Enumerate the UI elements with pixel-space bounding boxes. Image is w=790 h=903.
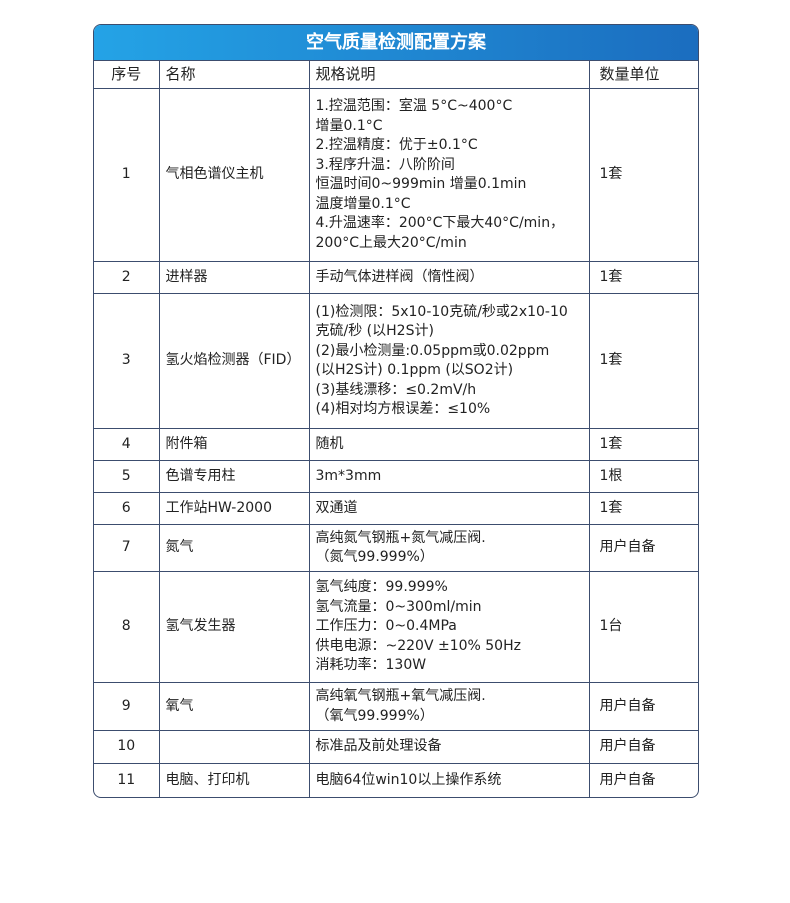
- row-no: 6: [94, 492, 160, 525]
- row-qty: 1套: [588, 293, 698, 429]
- spec-line: 标准品及前处理设备: [315, 738, 442, 755]
- row-spec: 3m*3mm: [308, 460, 590, 493]
- spec-line: 200°C上最大20°C/min: [315, 234, 467, 251]
- row-name: 气相色谱仪主机: [158, 88, 310, 262]
- row-no: 11: [94, 763, 160, 797]
- row-no: 5: [94, 460, 160, 493]
- row-name: 氮气: [158, 524, 310, 572]
- row-no: 10: [94, 730, 160, 764]
- row-qty: 1套: [588, 492, 698, 525]
- table-row: 2 进样器 手动气体进样阀（惰性阀） 1套: [94, 261, 698, 294]
- row-name: 进样器: [158, 261, 310, 294]
- row-no: 1: [94, 88, 160, 262]
- spec-line: 供电电源：~220V ±10% 50Hz: [315, 637, 521, 654]
- row-name: [158, 730, 310, 764]
- row-qty: 1套: [588, 428, 698, 461]
- spec-line: 1.控温范围：室温 5°C~400°C: [315, 98, 513, 114]
- row-name: 氢气发生器: [158, 571, 310, 683]
- row-no: 3: [94, 293, 160, 429]
- spec-line: 氢气流量：0~300ml/min: [315, 598, 482, 615]
- spec-line: 增量0.1°C: [315, 117, 383, 134]
- table-row: 7 氮气 高纯氮气钢瓶+氮气减压阀. （氮气99.999%） 用户自备: [94, 524, 698, 572]
- table-row: 11 电脑、打印机 电脑64位win10以上操作系统 用户自备: [94, 763, 698, 797]
- table-title: 空气质量检测配置方案: [94, 25, 698, 60]
- spec-line: （氮气99.999%）: [315, 549, 434, 565]
- row-qty: 1套: [588, 88, 698, 262]
- spec-line: 恒温时间0~999min 增量0.1min: [315, 176, 527, 192]
- table-row: 3 氢火焰检测器（FID） (1)检测限：5x10-10克硫/秒或2x10-10 克硫…: [94, 293, 698, 429]
- row-spec: 电脑64位win10以上操作系统: [308, 763, 590, 797]
- table-row: 10 标准品及前处理设备 用户自备: [94, 730, 698, 764]
- row-qty: 用户自备: [588, 730, 698, 764]
- spec-line: 氢气纯度：99.999%: [315, 579, 448, 596]
- row-spec: 双通道: [308, 492, 590, 525]
- header-name: 名称: [158, 60, 310, 89]
- row-name: 氢火焰检测器（FID）: [158, 293, 310, 429]
- row-qty: 1套: [588, 261, 698, 294]
- row-qty: 1根: [588, 460, 698, 493]
- table-row: 8 氢气发生器 氢气纯度：99.999% 氢气流量：0~300ml/min 工作压力：0…: [94, 571, 698, 683]
- row-spec: (1)检测限：5x10-10克硫/秒或2x10-10 克硫/秒 (以H2S计) (2…: [308, 293, 590, 429]
- spec-line: 温度增量0.1°C: [315, 195, 411, 212]
- row-name: 工作站HW-2000: [158, 492, 310, 525]
- table-header-row: 序号 名称 规格说明 数量单位: [94, 60, 698, 89]
- row-no: 7: [94, 524, 160, 572]
- row-spec: 手动气体进样阀（惰性阀）: [308, 261, 590, 294]
- spec-line: 高纯氧气钢瓶+氧气减压阀.: [315, 688, 486, 704]
- spec-line: 3.程序升温：八阶阶间: [315, 156, 455, 173]
- row-spec: 高纯氮气钢瓶+氮气减压阀. （氮气99.999%）: [308, 524, 590, 572]
- spec-line: 随机: [315, 435, 344, 452]
- table-row: 9 氧气 高纯氧气钢瓶+氧气减压阀. （氧气99.999%） 用户自备: [94, 682, 698, 731]
- spec-line: 双通道: [315, 499, 358, 516]
- spec-line: 手动气体进样阀（惰性阀）: [315, 268, 484, 285]
- row-no: 8: [94, 571, 160, 683]
- spec-line: (4)相对均方根误差：≤10%: [315, 401, 491, 417]
- row-name: 色谱专用柱: [158, 460, 310, 493]
- row-spec: 高纯氧气钢瓶+氧气减压阀. （氧气99.999%）: [308, 682, 590, 731]
- row-qty: 用户自备: [588, 763, 698, 797]
- header-no: 序号: [94, 60, 160, 89]
- row-spec: 随机: [308, 428, 590, 461]
- row-qty: 用户自备: [588, 682, 698, 731]
- spec-line: 电脑64位win10以上操作系统: [315, 771, 502, 788]
- config-table: 序号 名称 规格说明 数量单位 1 气相色谱仪主机 1.控温范围：室温 5°C~40…: [94, 60, 698, 797]
- spec-line: 4.升温速率：200°C下最大40°C/min，: [315, 215, 565, 231]
- row-no: 4: [94, 428, 160, 461]
- spec-line: 克硫/秒 (以H2S计): [315, 323, 434, 339]
- spec-line: 高纯氮气钢瓶+氮气减压阀.: [315, 529, 486, 546]
- table-row: 6 工作站HW-2000 双通道 1套: [94, 492, 698, 525]
- row-qty: 用户自备: [588, 524, 698, 572]
- spec-line: (2)最小检测量:0.05ppm或0.02ppm: [315, 342, 550, 359]
- row-spec: 标准品及前处理设备: [308, 730, 590, 764]
- spec-line: 3m*3mm: [315, 467, 382, 484]
- spec-line: (1)检测限：5x10-10克硫/秒或2x10-10: [315, 303, 568, 320]
- row-no: 2: [94, 261, 160, 294]
- row-no: 9: [94, 682, 160, 731]
- row-spec: 1.控温范围：室温 5°C~400°C 增量0.1°C 2.控温精度：优于±0.1°…: [308, 88, 590, 262]
- row-name: 附件箱: [158, 428, 310, 461]
- config-table-card: 空气质量检测配置方案 序号 名称 规格说明 数量单位 1 气相色谱仪主机 1.控温范…: [93, 24, 699, 798]
- spec-line: 消耗功率：130W: [315, 657, 427, 674]
- spec-line: (3)基线漂移：≤0.2mV/h: [315, 381, 477, 398]
- table-row: 4 附件箱 随机 1套: [94, 428, 698, 461]
- header-qty: 数量单位: [588, 60, 698, 89]
- spec-line: 工作压力：0~0.4MPa: [315, 618, 457, 635]
- row-name: 电脑、打印机: [158, 763, 310, 797]
- spec-line: 2.控温精度：优于±0.1°C: [315, 137, 478, 153]
- table-row: 1 气相色谱仪主机 1.控温范围：室温 5°C~400°C 增量0.1°C 2.控温精度…: [94, 88, 698, 262]
- table-row: 5 色谱专用柱 3m*3mm 1根: [94, 460, 698, 493]
- spec-line: （氧气99.999%）: [315, 707, 434, 724]
- row-qty: 1台: [588, 571, 698, 683]
- header-spec: 规格说明: [308, 60, 590, 89]
- row-spec: 氢气纯度：99.999% 氢气流量：0~300ml/min 工作压力：0~0.4MP…: [308, 571, 590, 683]
- row-name: 氧气: [158, 682, 310, 731]
- spec-line: (以H2S计) 0.1ppm (以SO2计): [315, 362, 514, 378]
